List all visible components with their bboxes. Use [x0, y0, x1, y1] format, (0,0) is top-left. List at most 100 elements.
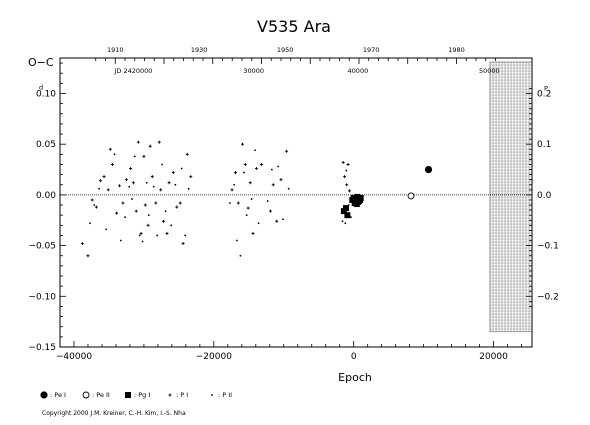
point-pii [131, 198, 133, 200]
point-pii [347, 204, 350, 206]
point-pi [178, 201, 182, 205]
point-pii [113, 153, 116, 156]
legend-label-pii: : P II [218, 391, 232, 399]
point-pii [180, 167, 183, 170]
point-pii [138, 234, 141, 237]
point-pii [141, 240, 144, 243]
point-pii [156, 234, 159, 237]
point-pi [185, 152, 189, 156]
point-pi [143, 203, 147, 207]
point-pi [136, 140, 140, 144]
point-pii [98, 187, 101, 190]
point-pii [89, 222, 91, 225]
point-pii [119, 239, 122, 242]
point-pi [86, 254, 90, 258]
top-year-label: 1950 [277, 46, 294, 54]
y-tick-label: 0.10 [36, 89, 56, 99]
point-pii [254, 149, 256, 152]
data-points [80, 140, 433, 258]
right-tick-label: −0.2 [537, 292, 559, 302]
point-pi [157, 140, 161, 144]
top-year-label: 1970 [363, 46, 380, 54]
point-pi [134, 209, 138, 213]
point-pii [341, 220, 344, 223]
point-pii [287, 187, 290, 190]
point-pii [161, 163, 163, 166]
point-pii [250, 198, 253, 200]
point-pi [343, 175, 347, 179]
y-axis-label: O−C [28, 56, 54, 69]
legend-marker-pei [40, 391, 48, 399]
point-pii [349, 216, 352, 219]
point-pi [189, 175, 193, 179]
point-pgi [357, 194, 364, 201]
point-pi [146, 223, 150, 227]
point-pi [171, 171, 175, 175]
point-pi [254, 167, 258, 171]
top-jd-label: JD 2420000 [113, 67, 152, 75]
top-jd-label: 40000 [348, 67, 369, 75]
point-pii [133, 155, 136, 158]
x-tick-label: 20000 [479, 352, 508, 362]
point-pii [174, 183, 177, 186]
point-pi [346, 162, 350, 166]
point-pi [110, 162, 114, 166]
tick-labels: −40000 −20000 0 200000.100.050.00−0.05−0.10… [28, 46, 558, 362]
point-pi [131, 181, 135, 185]
point-pi [139, 231, 143, 235]
legend: : Pe I: Pe II: Pg I: P I: P II [40, 391, 232, 399]
point-pii [266, 200, 269, 202]
point-pii [124, 216, 126, 219]
top-jd-label: 50000 [479, 67, 500, 75]
point-pii [229, 202, 231, 204]
axes [59, 57, 533, 348]
point-peii [407, 192, 415, 200]
point-pi [341, 160, 345, 164]
point-pi [230, 188, 234, 192]
point-pi [175, 205, 179, 209]
point-pi [241, 142, 245, 146]
legend-label-pei: : Pe I [50, 391, 66, 399]
x-tick-label: 0 [351, 352, 357, 362]
legend-marker-pii [211, 394, 213, 396]
top-jd-label: 30000 [243, 67, 264, 75]
point-pi [150, 175, 154, 179]
y-tick-label: −0.10 [28, 292, 56, 302]
x-axis-label: Epoch [338, 371, 372, 384]
future-region-grid [489, 61, 533, 333]
point-pii [282, 218, 284, 221]
point-pi [124, 178, 128, 182]
point-pii [93, 204, 96, 206]
top-year-label: 1980 [448, 46, 465, 54]
point-pgi [353, 201, 360, 208]
point-pei [424, 165, 433, 174]
copyright-text: Copyright 2000 J.M. Kreiner, C.-H. Kim, … [42, 410, 186, 417]
point-pi [243, 162, 247, 166]
top-year-label: 1930 [191, 46, 208, 54]
point-pgi [340, 208, 347, 215]
point-pi [99, 179, 103, 183]
y-unit-mark: d [39, 83, 43, 91]
point-pi [117, 184, 121, 188]
point-pii [164, 210, 167, 213]
point-pi [275, 219, 279, 223]
point-pii [187, 187, 190, 190]
point-pi [259, 162, 263, 166]
plot-frame [59, 57, 533, 348]
point-pi [161, 219, 165, 223]
point-pi [248, 181, 252, 185]
point-pi [108, 147, 112, 151]
point-pi [167, 181, 171, 185]
legend-label-peii: : Pe II [92, 391, 110, 399]
top-year-label: 1910 [107, 46, 124, 54]
point-pii [152, 185, 155, 188]
point-pi [246, 206, 250, 210]
x-tick-label: −20000 [196, 352, 232, 362]
point-pii [184, 234, 187, 237]
point-pi [271, 183, 275, 187]
point-pi [129, 167, 133, 171]
x-tick-label: −40000 [56, 352, 92, 362]
point-pi [159, 188, 163, 192]
point-pi [268, 209, 272, 213]
